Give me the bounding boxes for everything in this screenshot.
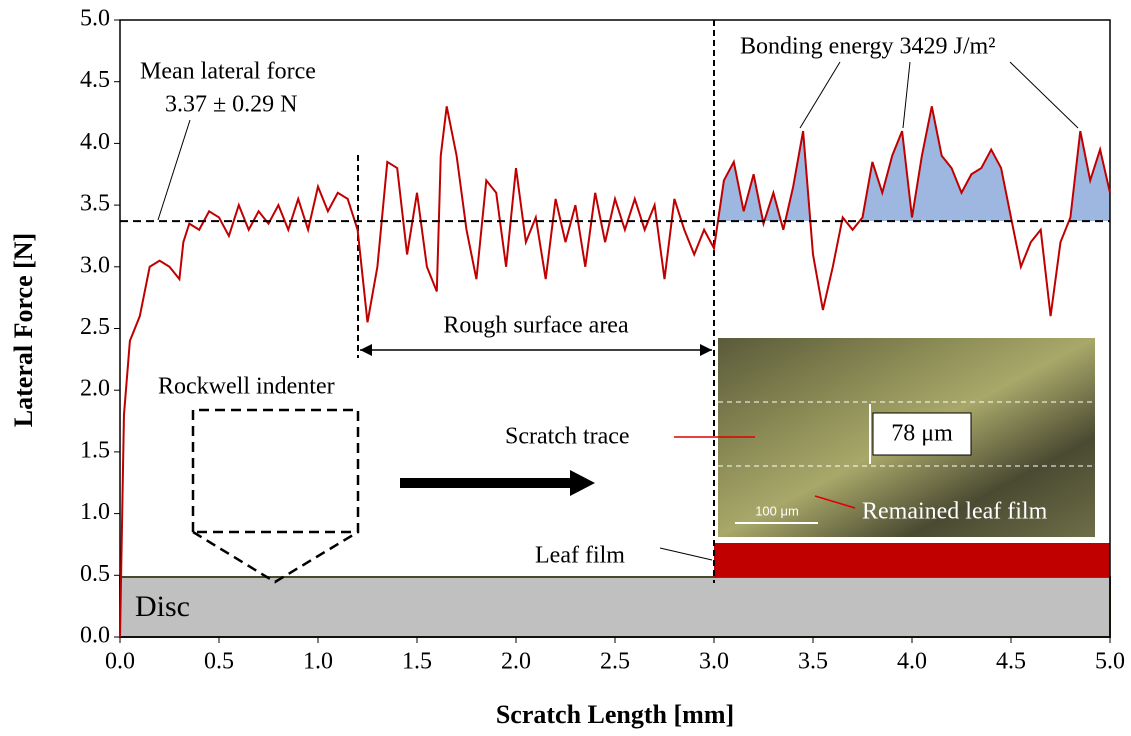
energy-area: [714, 106, 1110, 222]
x-tick-label: 2.5: [600, 649, 630, 675]
y-tick-label: 5.0: [80, 6, 110, 32]
leaf-film: [714, 543, 1110, 577]
x-tick-label: 0.5: [204, 649, 234, 675]
remained-label: Remained leaf film: [862, 499, 1048, 525]
x-tick-label: 4.5: [996, 649, 1026, 675]
y-tick-label: 0.0: [80, 623, 110, 649]
y-axis-label: Lateral Force [N]: [9, 233, 38, 427]
pointer: [902, 61, 911, 129]
leaf-label: Leaf film: [535, 543, 625, 569]
pointer: [157, 119, 191, 221]
mean-title: Mean lateral force: [140, 59, 316, 85]
pointer: [1009, 61, 1079, 129]
pointer: [814, 495, 856, 509]
pointer: [659, 547, 713, 561]
x-tick-label: 3.5: [798, 649, 828, 675]
width-label: 78 μm: [891, 421, 953, 447]
y-tick-label: 4.5: [80, 67, 110, 93]
bonding-label: Bonding energy 3429 J/m²: [740, 34, 995, 60]
y-tick-label: 3.5: [80, 191, 110, 217]
x-axis-label: Scratch Length [mm]: [496, 700, 734, 729]
y-tick-label: 4.0: [80, 129, 110, 155]
mean-value: 3.37 ± 0.29 N: [165, 92, 298, 118]
rough-label: Rough surface area: [443, 313, 629, 339]
scale-label: 100 μm: [755, 503, 799, 518]
direction-arrow: [400, 470, 595, 496]
y-tick-label: 0.5: [80, 561, 110, 587]
x-tick-label: 4.0: [897, 649, 927, 675]
indenter: [191, 408, 360, 584]
y-tick-label: 2.0: [80, 376, 110, 402]
y-tick-label: 1.0: [80, 499, 110, 525]
x-tick-label: 3.0: [699, 649, 729, 675]
x-tick-label: 2.0: [501, 649, 531, 675]
y-tick-label: 1.5: [80, 437, 110, 463]
x-tick-label: 5.0: [1095, 649, 1125, 675]
y-tick-label: 3.0: [80, 252, 110, 278]
x-tick-label: 0.0: [105, 649, 135, 675]
x-tick-label: 1.5: [402, 649, 432, 675]
indenter-label: Rockwell indenter: [158, 374, 335, 400]
disc-label: Disc: [135, 590, 190, 623]
disc: [119, 576, 1111, 638]
width-box: [872, 412, 972, 456]
pointer: [799, 61, 841, 129]
x-tick-label: 1.0: [303, 649, 333, 675]
y-tick-label: 2.5: [80, 314, 110, 340]
trace-label: Scratch trace: [505, 424, 630, 450]
